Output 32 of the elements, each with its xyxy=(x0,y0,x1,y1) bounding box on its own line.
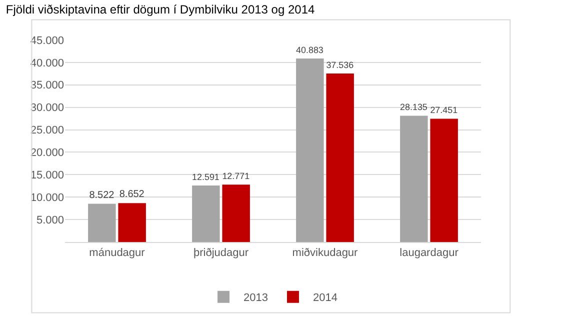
bar xyxy=(296,58,324,242)
bar xyxy=(222,184,250,242)
bar xyxy=(118,203,146,242)
y-tick-label: 25.000 xyxy=(30,124,64,137)
data-label: 40.883 xyxy=(296,44,324,55)
data-label: 8.522 xyxy=(89,190,115,201)
y-tick-label: 30.000 xyxy=(30,102,64,114)
bar xyxy=(88,204,116,242)
legend-label: 2014 xyxy=(312,292,338,304)
data-label: 37.536 xyxy=(326,60,354,70)
x-tick-label: laugardagur xyxy=(400,247,459,260)
y-tick-label: 5.000 xyxy=(36,214,64,226)
bar xyxy=(430,118,458,242)
bar xyxy=(326,74,354,242)
bar xyxy=(400,116,428,242)
data-label: 28.135 xyxy=(400,102,428,112)
y-tick-label: 15.000 xyxy=(30,170,64,182)
data-label: 12.591 xyxy=(192,172,220,182)
data-label: 27.451 xyxy=(430,105,458,116)
x-tick-label: mánudagur xyxy=(89,247,146,260)
y-tick-label: 20.000 xyxy=(30,147,64,160)
data-label: 12.771 xyxy=(222,170,250,181)
bar xyxy=(192,185,220,242)
y-tick-label: 10.000 xyxy=(30,192,64,204)
data-label: 8.652 xyxy=(119,189,145,200)
y-tick-label: 45.000 xyxy=(30,34,64,47)
y-tick-label: 40.000 xyxy=(30,57,64,70)
chart-title: Fjöldi viðskiptavina eftir dögum í Dymbilviku 2013 og 2014 xyxy=(6,2,316,16)
y-tick-label: 35.000 xyxy=(30,80,64,92)
legend-label: 2013 xyxy=(244,292,268,304)
x-tick-label: þriðjudagur xyxy=(193,247,249,260)
x-tick-label: miðvikudagur xyxy=(292,247,358,260)
